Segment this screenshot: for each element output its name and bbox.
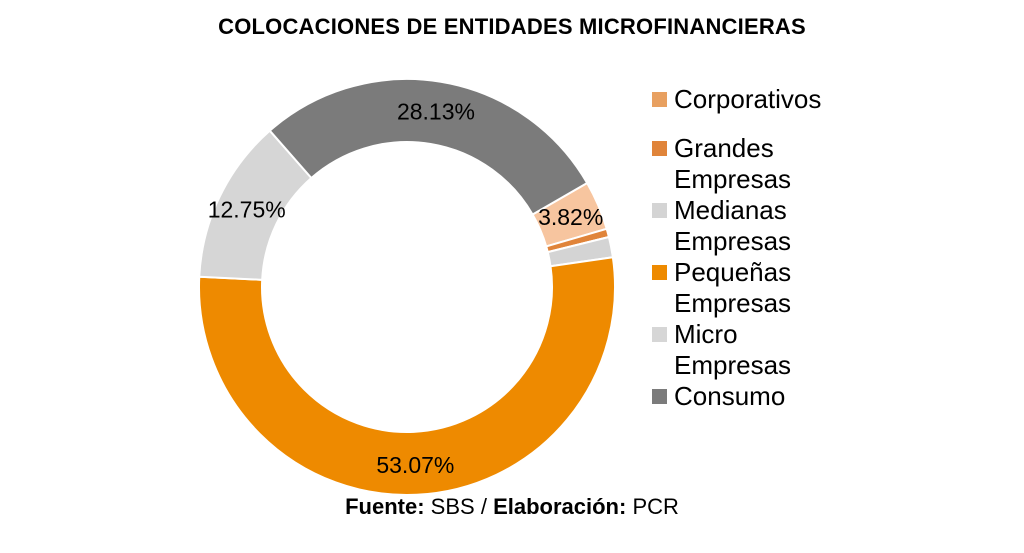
data-label-4: 12.75% (208, 197, 286, 223)
legend-label: Consumo (674, 381, 786, 411)
legend-item: Grandes Empresas (652, 133, 852, 195)
source-label: Fuente: (345, 494, 425, 519)
data-label-0: 3.82% (538, 204, 603, 230)
legend-label: Pequeñas Empresas (674, 257, 792, 318)
chart-legend: Corporativos Grandes Empresas Medianas Emp… (652, 84, 852, 412)
legend-swatch (652, 203, 667, 218)
legend-swatch (652, 141, 667, 156)
source-value: SBS (430, 494, 475, 519)
legend-item: Corporativos (652, 84, 852, 115)
source-separator: / (480, 494, 487, 519)
legend-label: Corporativos (674, 84, 822, 114)
slice-labels: 3.82% 53.07% 12.75% 28.13% (208, 98, 604, 477)
chart-title: COLOCACIONES DE ENTIDADES MICROFINANCIER… (218, 14, 806, 39)
elaboration-value: PCR (632, 494, 679, 519)
slice-pequenas-empresas (198, 256, 616, 496)
source-note: Fuente: SBS / Elaboración: PCR (0, 494, 1024, 520)
legend-label: Micro Empresas (674, 319, 792, 380)
elaboration-label: Elaboración: (493, 494, 627, 519)
legend-swatch (652, 265, 667, 280)
legend-swatch (652, 92, 667, 107)
legend-swatch (652, 327, 667, 342)
legend-label: Medianas Empresas (674, 195, 792, 256)
data-label-3: 53.07% (376, 452, 454, 478)
legend-item: Consumo (652, 381, 852, 412)
legend-label: Grandes Empresas (674, 133, 792, 194)
legend-item: Micro Empresas (652, 319, 852, 381)
legend-item: Medianas Empresas (652, 195, 852, 257)
slice-consumo (268, 78, 589, 216)
legend-swatch (652, 389, 667, 404)
legend-item: Pequeñas Empresas (652, 257, 852, 319)
donut-slices (198, 78, 616, 496)
data-label-5: 28.13% (397, 98, 475, 124)
